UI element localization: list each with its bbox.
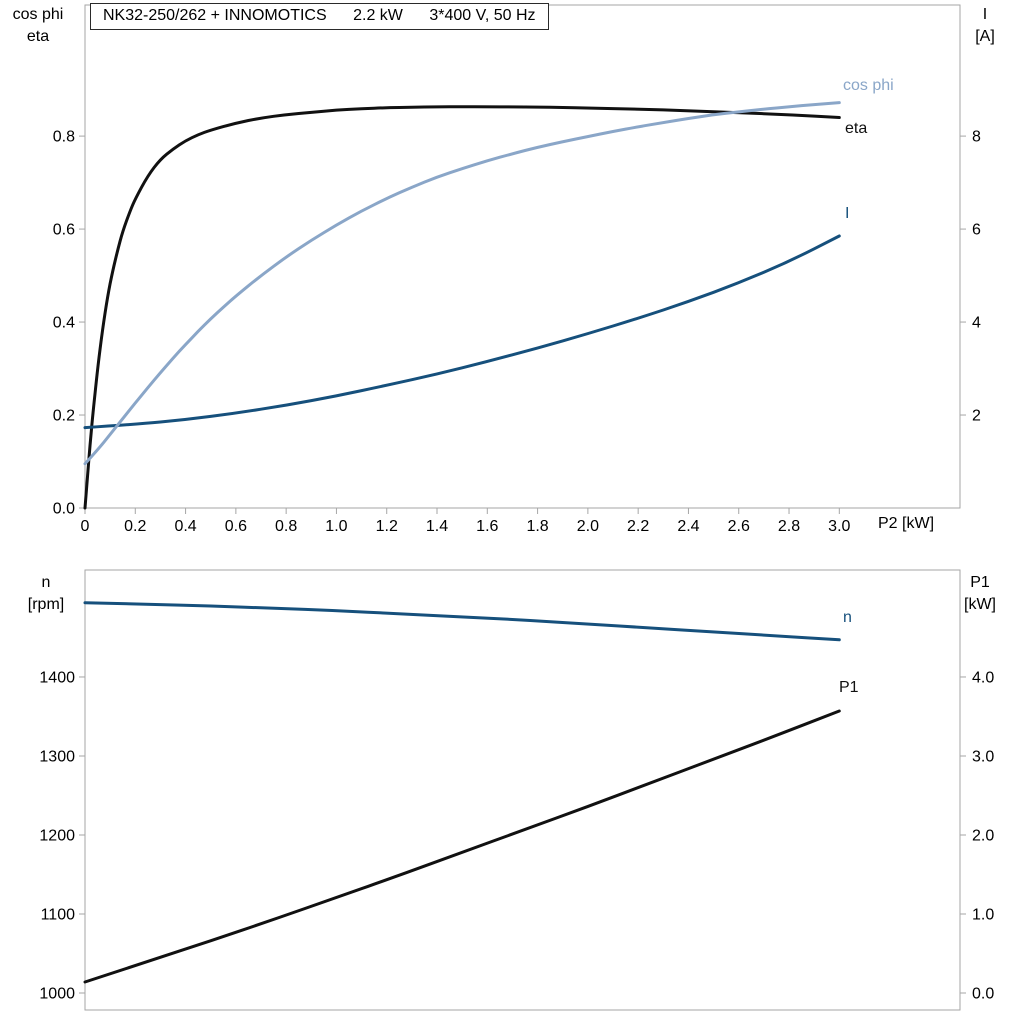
curve-p1 bbox=[83, 709, 841, 984]
y-right-tick-label: 4.0 bbox=[972, 669, 994, 686]
x-tick-label: 1.8 bbox=[526, 518, 548, 535]
x-tick-label: 2.0 bbox=[577, 518, 599, 535]
upper-right-axis-title: I [A] bbox=[960, 4, 1010, 48]
x-tick-label: 0.8 bbox=[275, 518, 297, 535]
x-tick-label: 1.6 bbox=[476, 518, 498, 535]
x-tick-label: 2.6 bbox=[728, 518, 750, 535]
curve-eta bbox=[83, 105, 841, 510]
y-right-tick-label: 4 bbox=[972, 315, 981, 332]
series-label-current: I bbox=[845, 205, 850, 222]
y-right-tick-label: 1.0 bbox=[972, 907, 994, 924]
axis-title-line-p1-unit: [kW] bbox=[964, 596, 996, 613]
curve-current bbox=[83, 234, 841, 430]
x-tick-label: 2.4 bbox=[677, 518, 699, 535]
axis-title-line-eta: eta bbox=[26, 28, 50, 45]
y-left-tick-label: 0.4 bbox=[53, 315, 75, 332]
y-right-tick-label: 3.0 bbox=[972, 748, 994, 765]
x-tick-label: 0.6 bbox=[225, 518, 247, 535]
series-label-p1: P1 bbox=[839, 679, 859, 696]
motor-power-label: 2.2 kW bbox=[353, 7, 403, 24]
plot-frame bbox=[84, 569, 961, 1011]
x-tick-label: 2.8 bbox=[778, 518, 800, 535]
y-right-tick-label: 6 bbox=[972, 222, 981, 239]
y-left-tick-label: 0.2 bbox=[53, 408, 75, 425]
x-tick-label: 3.0 bbox=[828, 518, 850, 535]
axis-title-line-p1: P1 bbox=[970, 574, 990, 591]
y-right-tick-label: 2.0 bbox=[972, 827, 994, 844]
y-left-tick-label: 1000 bbox=[39, 986, 75, 1003]
series-label-eta: eta bbox=[845, 120, 868, 137]
curve-cos-phi bbox=[83, 101, 841, 466]
x-tick-label: 0.4 bbox=[174, 518, 196, 535]
axis-title-line-speed-unit: [rpm] bbox=[27, 596, 65, 613]
y-left-tick-label: 0.8 bbox=[53, 129, 75, 146]
y-right-tick-label: 0.0 bbox=[972, 986, 994, 1003]
pump-model-label: NK32-250/262 + INNOMOTICS bbox=[103, 7, 327, 24]
y-left-tick-label: 1300 bbox=[39, 748, 75, 765]
plot-frame bbox=[84, 4, 961, 509]
x-tick-label: 0 bbox=[81, 518, 90, 535]
upper-left-axis-title: cos phi eta bbox=[4, 4, 72, 48]
x-tick-label: 0.2 bbox=[124, 518, 146, 535]
y-left-tick-label: 0.0 bbox=[53, 501, 75, 518]
voltage-frequency-label: 3*400 V, 50 Hz bbox=[429, 7, 536, 24]
x-tick-label: 1.0 bbox=[325, 518, 347, 535]
series-label-cos-phi: cos phi bbox=[843, 77, 894, 94]
lower-left-axis-title: n [rpm] bbox=[12, 572, 80, 616]
y-left-tick-label: 0.6 bbox=[53, 222, 75, 239]
axis-title-line-speed: n bbox=[41, 574, 51, 591]
series-label-n: n bbox=[843, 609, 852, 626]
y-left-tick-label: 1100 bbox=[41, 907, 76, 924]
x-tick-label: 2.2 bbox=[627, 518, 649, 535]
x-tick-label: 1.2 bbox=[376, 518, 398, 535]
axis-title-line-current: I bbox=[982, 6, 988, 23]
y-right-tick-label: 8 bbox=[972, 129, 981, 146]
y-left-tick-label: 1200 bbox=[39, 827, 75, 844]
lower-right-axis-title: P1 [kW] bbox=[952, 572, 1008, 616]
axis-title-line-cos-phi: cos phi bbox=[12, 6, 64, 23]
x-tick-label: 1.4 bbox=[426, 518, 448, 535]
y-left-tick-label: 1400 bbox=[39, 669, 75, 686]
x-axis-title: P2 [kW] bbox=[878, 515, 935, 532]
chart-title-box: NK32-250/262 + INNOMOTICS 2.2 kW 3*400 V… bbox=[90, 3, 549, 30]
axis-title-line-current-unit: [A] bbox=[975, 28, 995, 45]
y-right-tick-label: 2 bbox=[972, 408, 981, 425]
curve-n bbox=[83, 601, 841, 642]
